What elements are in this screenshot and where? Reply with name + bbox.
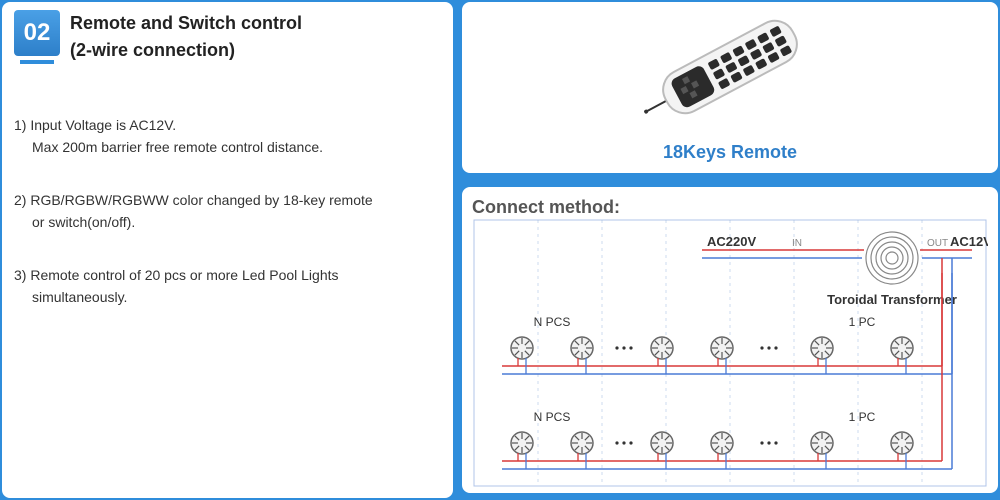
title-line-1: Remote and Switch control (70, 10, 302, 37)
left-panel: 02 Remote and Switch control (2-wire con… (0, 0, 455, 500)
point-text: 3) Remote control of 20 pcs or more Led … (14, 264, 441, 286)
diagram-panel: Connect method: Toroidal Transformer AC22… (460, 185, 1000, 495)
badge-underline (20, 60, 54, 64)
point-text: 2) RGB/RGBW/RGBWW color changed by 18-ke… (14, 189, 441, 211)
point-text: or switch(on/off). (14, 211, 441, 233)
svg-text:1 PC: 1 PC (849, 410, 876, 424)
section-header: 02 Remote and Switch control (2-wire con… (14, 10, 441, 64)
point-text: 1) Input Voltage is AC12V. (14, 114, 441, 136)
point-1: 1) Input Voltage is AC12V. Max 200m barr… (14, 114, 441, 159)
svg-text:AC220V: AC220V (707, 234, 756, 249)
remote-caption: 18Keys Remote (663, 142, 797, 163)
title-line-2: (2-wire connection) (70, 37, 302, 64)
svg-text:OUT: OUT (927, 238, 948, 249)
svg-text:IN: IN (792, 238, 802, 249)
remote-icon (635, 12, 825, 122)
svg-text:N PCS: N PCS (534, 315, 571, 329)
point-2: 2) RGB/RGBW/RGBWW color changed by 18-ke… (14, 189, 441, 234)
section-number-badge: 02 (14, 10, 60, 56)
remote-panel: 18Keys Remote (460, 0, 1000, 175)
wiring-diagram: Toroidal Transformer AC220V IN OUTAC12V N PC… (472, 218, 988, 488)
point-3: 3) Remote control of 20 pcs or more Led … (14, 264, 441, 309)
svg-text:N PCS: N PCS (534, 410, 571, 424)
svg-text:AC12V: AC12V (950, 234, 988, 249)
point-text: simultaneously. (14, 286, 441, 308)
connect-title: Connect method: (472, 197, 620, 217)
point-text: Max 200m barrier free remote control dis… (14, 136, 441, 158)
badge-number: 02 (24, 19, 51, 47)
svg-text:1 PC: 1 PC (849, 315, 876, 329)
points-list: 1) Input Voltage is AC12V. Max 200m barr… (14, 114, 441, 308)
svg-text:Toroidal Transformer: Toroidal Transformer (827, 292, 957, 307)
